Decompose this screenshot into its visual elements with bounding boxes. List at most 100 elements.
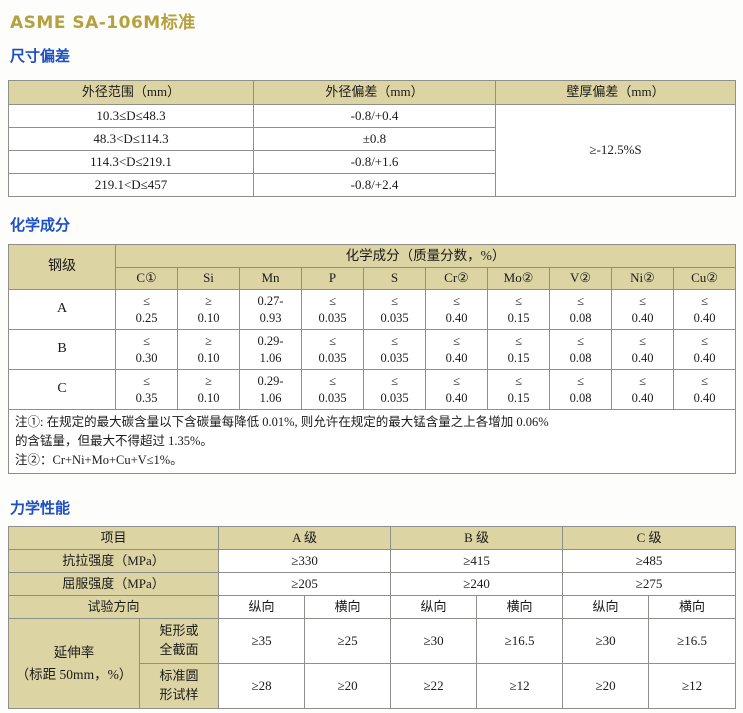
- cell-od-deviation: ±0.8: [253, 127, 496, 151]
- column-header-mo: Mo②: [487, 267, 550, 290]
- cell-limit-value: 0.15: [507, 350, 530, 365]
- cell-limit-symbol: 0.27-: [257, 293, 284, 308]
- cell-limit-symbol: ≤: [391, 293, 398, 308]
- cell-elongation-b-transverse: ≥12: [476, 663, 564, 709]
- table-row-yield-strength: 屈服强度（MPa） ≥205 ≥240 ≥275: [7, 572, 737, 596]
- column-header-wall-deviation: 壁厚偏差（mm）: [495, 80, 736, 105]
- cell-limit-symbol: ≤: [515, 293, 522, 308]
- cell-yield-a: ≥205: [218, 572, 392, 596]
- cell-limit-value: 0.035: [318, 350, 347, 365]
- table-row: 10.3≤D≤48.3 -0.8/+0.4 ≥-12.5%S: [8, 104, 736, 197]
- column-header-c: C①: [115, 267, 178, 290]
- table-row-test-direction: 试验方向 纵向 横向 纵向 横向 纵向 横向: [7, 595, 737, 619]
- cell-yield-c: ≥275: [562, 572, 737, 596]
- cell-limit-symbol: ≤: [639, 333, 646, 348]
- cell-composition: ≤0.08: [549, 369, 612, 410]
- cell-composition: 0.29- 1.06: [239, 369, 302, 410]
- cell-limit-value: 0.08: [569, 390, 592, 405]
- cell-limit-value: 1.06: [259, 350, 282, 365]
- cell-limit-value: 0.40: [631, 350, 654, 365]
- group-header-chemical-composition: 化学成分（质量分数，%）: [114, 244, 737, 268]
- cell-limit-value: 0.08: [569, 350, 592, 365]
- cell-limit-value: 0.10: [197, 390, 220, 405]
- sublabel-line-1: 标准圆: [159, 668, 199, 684]
- table-row-tensile-strength: 抗拉强度（MPa） ≥330 ≥415 ≥485: [7, 549, 737, 573]
- cell-composition: ≥0.10: [177, 289, 240, 330]
- cell-composition: 0.27- 0.93: [239, 289, 302, 330]
- cell-limit-symbol: ≥: [205, 373, 212, 388]
- cell-direction-b-transverse: 横向: [476, 595, 564, 619]
- cell-composition: ≤0.08: [549, 329, 612, 370]
- table-row-elongation-rectangular: 延伸率 （标距 50mm，%） 矩形或 全截面 ≥35 ≥25 ≥30 ≥16.…: [8, 618, 737, 709]
- cell-elongation-b-longitudinal: ≥22: [390, 663, 478, 709]
- cell-limit-symbol: ≥: [205, 293, 212, 308]
- cell-direction-b-longitudinal: 纵向: [390, 595, 478, 619]
- elongation-label-line-1: 延伸率: [53, 644, 95, 660]
- cell-composition: ≤0.40: [672, 369, 737, 410]
- cell-limit-value: 0.15: [507, 310, 530, 325]
- cell-limit-value: 0.15: [507, 390, 530, 405]
- section-heading-mechanical: 力学性能: [10, 499, 71, 517]
- column-header-item: 项目: [7, 526, 220, 550]
- cell-limit-symbol: ≤: [577, 373, 584, 388]
- cell-limit-symbol: ≤: [391, 373, 398, 388]
- table-row: B ≤0.30 ≥0.10 0.29- 1.06 ≤0.035 ≤0.035 ≤0…: [8, 329, 737, 370]
- elongation-label-line-2: （标距 50mm，%）: [15, 666, 133, 682]
- cell-limit-symbol: ≤: [329, 293, 336, 308]
- cell-composition: ≤0.40: [611, 369, 674, 410]
- cell-tensile-b: ≥415: [390, 549, 564, 573]
- cell-limit-symbol: ≤: [453, 293, 460, 308]
- cell-composition: ≤0.40: [425, 289, 488, 330]
- cell-limit-symbol: ≤: [329, 333, 336, 348]
- cell-limit-symbol: ≤: [701, 373, 708, 388]
- document-title: ASME SA-106M标准: [10, 13, 196, 33]
- cell-limit-value: 0.035: [380, 390, 409, 405]
- cell-steel-grade: C: [8, 369, 116, 410]
- cell-direction-c-transverse: 横向: [648, 595, 737, 619]
- table-header-row: 项目 A 级 B 级 C 级: [7, 526, 737, 550]
- cell-direction-a-transverse: 横向: [304, 595, 392, 619]
- cell-wall-deviation: ≥-12.5%S: [495, 104, 736, 197]
- column-header-mn: Mn: [239, 267, 302, 290]
- column-header-v: V②: [549, 267, 612, 290]
- cell-composition: ≤0.40: [611, 329, 674, 370]
- cell-steel-grade: A: [8, 289, 116, 330]
- cell-elongation-c-longitudinal: ≥30: [562, 618, 650, 664]
- column-header-grade-b: B 级: [390, 526, 564, 550]
- cell-composition: ≤0.035: [301, 369, 364, 410]
- cell-composition: 0.29- 1.06: [239, 329, 302, 370]
- cell-direction-a-longitudinal: 纵向: [218, 595, 306, 619]
- cell-elongation-a-transverse: ≥20: [304, 663, 392, 709]
- cell-composition: ≥0.10: [177, 369, 240, 410]
- footnote-1-line-2: 的含锰量，但最大不得超过 1.35%。: [15, 433, 213, 448]
- cell-limit-symbol: ≤: [577, 293, 584, 308]
- cell-composition: ≤0.40: [425, 369, 488, 410]
- cell-limit-value: 0.40: [445, 390, 468, 405]
- column-header-ni: Ni②: [611, 267, 674, 290]
- cell-elongation-c-transverse: ≥12: [648, 663, 737, 709]
- cell-limit-value: 0.035: [380, 310, 409, 325]
- table-footnote-row: 注①: 在规定的最大碳含量以下含碳量每降低 0.01%, 则允许在规定的最大锰含…: [7, 408, 737, 475]
- cell-limit-value: 0.40: [445, 310, 468, 325]
- cell-limit-symbol: ≤: [515, 373, 522, 388]
- cell-limit-value: 0.08: [569, 310, 592, 325]
- cell-limit-symbol: ≥: [205, 333, 212, 348]
- column-header-grade-a: A 级: [218, 526, 392, 550]
- cell-elongation-b-transverse: ≥16.5: [476, 618, 564, 664]
- cell-limit-value: 0.40: [693, 310, 716, 325]
- cell-limit-value: 0.40: [445, 350, 468, 365]
- cell-composition: ≥0.10: [177, 329, 240, 370]
- table-row: A ≤0.25 ≥0.10 0.27- 0.93 ≤0.035 ≤0.035 ≤0…: [8, 289, 737, 330]
- table-header-row: 钢级 化学成分（质量分数，%）: [8, 244, 737, 290]
- cell-limit-symbol: ≤: [701, 333, 708, 348]
- cell-limit-value: 0.035: [318, 390, 347, 405]
- cell-tensile-c: ≥485: [562, 549, 737, 573]
- table-row: C ≤0.35 ≥0.10 0.29- 1.06 ≤0.035 ≤0.035 ≤0…: [8, 369, 737, 410]
- cell-composition: ≤0.15: [487, 289, 550, 330]
- footnotes-cell: 注①: 在规定的最大碳含量以下含碳量每降低 0.01%, 则允许在规定的最大锰含…: [7, 408, 737, 475]
- cell-limit-value: 0.35: [135, 390, 158, 405]
- table-header-row: 外径范围（mm） 外径偏差（mm） 壁厚偏差（mm）: [8, 80, 736, 105]
- cell-od-range: 219.1<D≤457: [8, 173, 254, 197]
- chemical-composition-table: 钢级 化学成分（质量分数，%） C① Si Mn P S Cr② Mo② V② …: [7, 244, 737, 475]
